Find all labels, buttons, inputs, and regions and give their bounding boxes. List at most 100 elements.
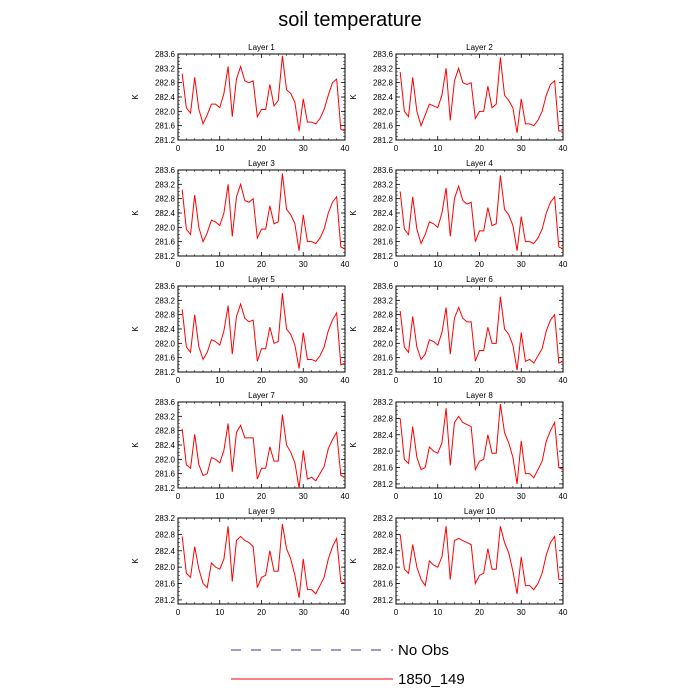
y-tick-label: 281.2 <box>373 596 394 605</box>
y-tick-label: 281.2 <box>373 252 394 261</box>
y-tick-label: 281.2 <box>373 136 394 145</box>
x-tick-label: 30 <box>299 608 308 617</box>
x-tick-label: 30 <box>517 376 526 385</box>
x-tick-label: 30 <box>517 144 526 153</box>
series-line <box>399 296 564 371</box>
y-tick-label: 281.2 <box>155 252 176 261</box>
y-tick-label: 282.8 <box>373 530 394 539</box>
y-tick-label: 283.2 <box>155 412 176 421</box>
x-tick-label: 0 <box>394 144 399 153</box>
y-tick-label: 283.2 <box>373 180 394 189</box>
y-tick-label: 282.0 <box>155 563 176 572</box>
x-tick-label: 0 <box>176 260 181 269</box>
x-tick-label: 10 <box>215 608 224 617</box>
y-tick-label: 281.6 <box>373 354 394 363</box>
series-line <box>399 526 563 594</box>
plot-frame <box>177 53 346 141</box>
plot-frame <box>395 53 564 141</box>
y-tick-label: 282.8 <box>155 311 176 320</box>
y-tick-label: 281.2 <box>155 368 176 377</box>
y-tick-label: 283.2 <box>155 296 176 305</box>
plot-frame <box>395 517 564 605</box>
panel-title: Layer 7 <box>248 391 275 400</box>
y-tick-label: 281.6 <box>155 580 176 589</box>
x-tick-label: 10 <box>433 376 442 385</box>
x-tick-label: 0 <box>394 492 399 501</box>
x-tick-label: 10 <box>215 376 224 385</box>
y-tick-label: 281.6 <box>373 580 394 589</box>
x-tick-label: 20 <box>257 144 266 153</box>
y-tick-label: 283.6 <box>373 166 394 175</box>
y-tick-label: 281.2 <box>155 136 176 145</box>
y-tick-label: 282.8 <box>155 195 176 204</box>
panel-title: Layer 4 <box>466 159 493 168</box>
y-tick-label: 282.0 <box>373 223 394 232</box>
panel-title: Layer 10 <box>464 507 496 516</box>
x-tick-label: 30 <box>299 144 308 153</box>
y-axis-label: K <box>131 558 140 564</box>
y-tick-label: 281.6 <box>155 238 176 247</box>
x-tick-label: 0 <box>176 376 181 385</box>
panel-3: Layer 3 281.2 281.6 282.0 282.4 282.8 283.2 283… <box>131 159 350 269</box>
x-tick-label: 40 <box>341 260 350 269</box>
y-tick-label: 283.6 <box>373 282 394 291</box>
panel-title: Layer 8 <box>466 391 493 400</box>
x-tick-label: 20 <box>475 492 484 501</box>
plot-frame <box>177 517 346 605</box>
panel-10: Layer 10 281.2 281.6 282.0 282.4 282.8 283.2 0 1… <box>349 507 568 617</box>
x-tick-label: 10 <box>433 260 442 269</box>
y-tick-label: 283.2 <box>373 398 394 407</box>
y-tick-label: 282.8 <box>155 79 176 88</box>
x-tick-label: 40 <box>341 144 350 153</box>
y-axis-label: K <box>131 94 140 100</box>
x-tick-label: 40 <box>559 492 568 501</box>
series-line <box>181 55 346 132</box>
panel-9: Layer 9 281.2 281.6 282.0 282.4 282.8 283.2 0 10… <box>131 507 350 617</box>
y-tick-label: 282.8 <box>373 79 394 88</box>
y-axis-label: K <box>131 442 140 448</box>
y-tick-label: 281.6 <box>373 238 394 247</box>
y-tick-label: 281.6 <box>373 122 394 131</box>
y-tick-label: 282.8 <box>155 530 176 539</box>
y-axis-label: K <box>349 558 358 564</box>
panel-title: Layer 5 <box>248 275 275 284</box>
y-tick-label: 283.6 <box>155 50 176 59</box>
y-tick-label: 281.2 <box>373 480 394 489</box>
x-tick-label: 20 <box>257 492 266 501</box>
x-tick-label: 30 <box>299 260 308 269</box>
panel-title: Layer 2 <box>466 43 493 52</box>
y-tick-label: 282.0 <box>155 339 176 348</box>
x-tick-label: 0 <box>176 492 181 501</box>
plot-frame <box>395 401 564 489</box>
y-tick-label: 283.2 <box>155 180 176 189</box>
x-tick-label: 10 <box>215 492 224 501</box>
legend-label: 1850_149 <box>398 671 465 688</box>
x-tick-label: 0 <box>176 608 181 617</box>
y-tick-label: 281.6 <box>155 470 176 479</box>
y-tick-label: 282.4 <box>155 441 176 450</box>
y-tick-label: 283.2 <box>373 514 394 523</box>
series-line <box>399 175 564 251</box>
y-tick-label: 281.6 <box>155 122 176 131</box>
panel-2: Layer 2 281.2 281.6 282.0 282.4 282.8 283.2 283… <box>349 43 568 153</box>
y-tick-label: 282.4 <box>373 93 394 102</box>
x-tick-label: 30 <box>299 492 308 501</box>
y-tick-label: 281.2 <box>155 596 176 605</box>
y-tick-label: 283.2 <box>373 64 394 73</box>
x-tick-label: 30 <box>517 492 526 501</box>
y-tick-label: 283.2 <box>155 64 176 73</box>
x-tick-label: 30 <box>299 376 308 385</box>
y-tick-label: 283.6 <box>155 398 176 407</box>
x-tick-label: 0 <box>176 144 181 153</box>
y-tick-label: 283.6 <box>155 282 176 291</box>
series-line <box>399 57 563 133</box>
y-tick-label: 282.0 <box>373 563 394 572</box>
x-tick-label: 10 <box>433 608 442 617</box>
x-tick-label: 40 <box>341 376 350 385</box>
x-tick-label: 20 <box>257 376 266 385</box>
y-tick-label: 282.0 <box>155 455 176 464</box>
panel-8: Layer 8 281.2 281.6 282.0 282.4 282.8 283.2 0 10… <box>349 391 568 501</box>
legend-label: No Obs <box>398 642 449 659</box>
figure-title: soil temperature <box>278 9 422 31</box>
